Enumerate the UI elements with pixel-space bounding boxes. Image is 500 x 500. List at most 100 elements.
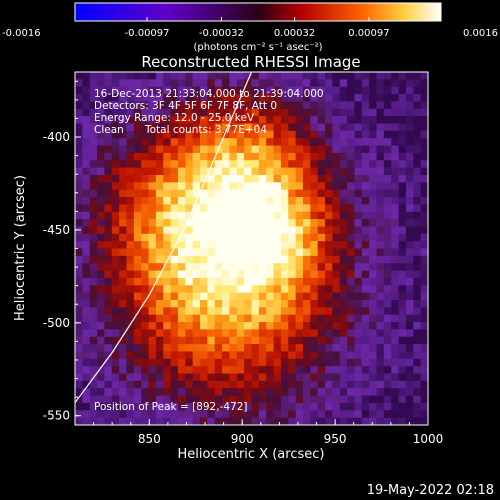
heatmap-cell (302, 108, 311, 117)
heatmap-cell (244, 160, 252, 169)
heatmap-cell (413, 410, 422, 419)
heatmap-cell (391, 388, 399, 396)
heatmap-cell (155, 72, 164, 80)
heatmap-cell (82, 285, 91, 294)
heatmap-cell (222, 233, 230, 242)
heatmap-cell (207, 197, 216, 205)
heatmap-cell (236, 314, 245, 323)
heatmap-cell (347, 366, 355, 374)
heatmap-cell (288, 307, 297, 316)
heatmap-cell (119, 299, 127, 308)
heatmap-cell (207, 211, 216, 220)
heatmap-cell (317, 241, 326, 249)
heatmap-cell (104, 204, 113, 213)
heatmap-cell (317, 167, 326, 176)
heatmap-cell (398, 152, 407, 161)
heatmap-cell (317, 248, 326, 257)
heatmap-cell (214, 79, 223, 88)
heatmap-cell (310, 160, 319, 169)
heatmap-cell (200, 292, 208, 301)
heatmap-cell (170, 123, 179, 132)
solar-limb-line (75, 72, 253, 404)
heatmap-cell (214, 329, 223, 338)
heatmap-cell (354, 314, 363, 323)
heatmap-cell (97, 167, 105, 176)
heatmap-cell (82, 380, 91, 389)
heatmap-cell (325, 255, 333, 264)
heatmap-cell (258, 130, 267, 139)
heatmap-cell (133, 395, 142, 404)
heatmap-cell (177, 417, 186, 425)
heatmap-cell (119, 189, 127, 198)
heatmap-cell (185, 351, 194, 360)
heatmap-cell (170, 358, 179, 367)
heatmap-cell (89, 145, 98, 154)
heatmap-cell (332, 160, 341, 169)
heatmap-cell (280, 86, 289, 95)
heatmap-cell (192, 174, 201, 183)
heatmap-cell (222, 351, 230, 360)
heatmap-cell (354, 189, 363, 198)
heatmap-cell (177, 388, 186, 396)
heatmap-cell (339, 72, 348, 80)
heatmap-cell (376, 373, 385, 382)
heatmap-cell (302, 226, 311, 235)
heatmap-cell (369, 248, 377, 257)
heatmap-cell (317, 292, 326, 301)
heatmap-cell (332, 211, 341, 220)
heatmap-cell (82, 255, 91, 264)
heatmap-cell (89, 351, 98, 360)
heatmap-cell (420, 182, 428, 191)
heatmap-cell (376, 226, 385, 235)
heatmap-cell (317, 322, 326, 330)
heatmap-cell (288, 344, 297, 352)
heatmap-cell (273, 241, 282, 249)
heatmap-cell (185, 336, 194, 345)
heatmap-cell (104, 299, 113, 308)
heatmap-cell (325, 152, 333, 161)
heatmap-cell (82, 241, 91, 249)
heatmap-cell (413, 336, 422, 345)
heatmap-cell (347, 395, 355, 404)
heatmap-cell (354, 72, 363, 80)
heatmap-cell (251, 233, 260, 242)
heatmap-cell (391, 130, 399, 139)
heatmap-cell (244, 94, 252, 102)
heatmap-cell (222, 197, 230, 205)
heatmap-cell (192, 373, 201, 382)
heatmap-cell (288, 292, 297, 301)
heatmap-cell (310, 174, 319, 183)
heatmap-cell (266, 167, 274, 176)
heatmap-cell (126, 255, 135, 264)
heatmap-cell (413, 167, 422, 176)
heatmap-cell (273, 167, 282, 176)
heatmap-cell (302, 402, 311, 411)
heatmap-cell (376, 101, 385, 110)
heatmap-cell (177, 219, 186, 227)
heatmap-cell (104, 380, 113, 389)
heatmap-cell (347, 292, 355, 301)
heatmap-cell (222, 101, 230, 110)
heatmap-cell (192, 79, 201, 88)
heatmap-cell (266, 417, 274, 425)
heatmap-cell (398, 211, 407, 220)
heatmap-cell (369, 358, 377, 367)
heatmap-cell (222, 116, 230, 124)
heatmap-cell (317, 219, 326, 227)
heatmap-cell (111, 255, 120, 264)
heatmap-cell (111, 211, 120, 220)
heatmap-cell (207, 270, 216, 279)
heatmap-cell (111, 86, 120, 95)
heatmap-cell (133, 152, 142, 161)
heatmap-cell (266, 108, 274, 117)
heatmap-cell (185, 329, 194, 338)
heatmap-cell (207, 336, 216, 345)
heatmap-cell (104, 388, 113, 396)
heatmap-cell (155, 152, 164, 161)
heatmap-cell (222, 263, 230, 271)
heatmap-cell (339, 167, 348, 176)
heatmap-cell (141, 233, 149, 242)
heatmap-cell (133, 204, 142, 213)
heatmap-cell (214, 299, 223, 308)
heatmap-cell (391, 116, 399, 124)
